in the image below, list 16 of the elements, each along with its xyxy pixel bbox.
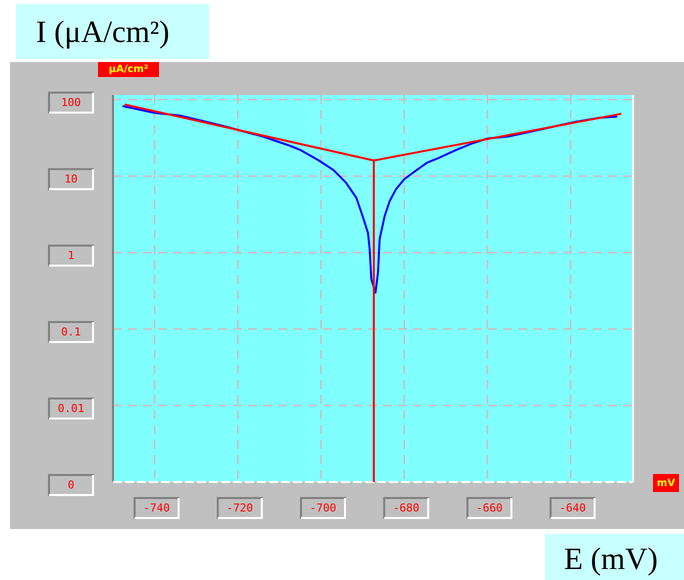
text: μA/cm² — [98, 62, 159, 77]
x-tick-label: -740 — [143, 502, 170, 514]
y-tick-label: 10 — [64, 172, 78, 186]
y-tick-label: 1 — [68, 249, 74, 262]
x-tick-label: -660 — [476, 502, 503, 514]
y-tick-label: 0.01 — [58, 402, 84, 416]
text: mV — [653, 474, 679, 492]
y-tick-label: 0 — [68, 478, 74, 492]
y-tick-label: 0.1 — [61, 326, 81, 339]
x-tick-label: -700 — [310, 502, 336, 514]
x-tick-label: -640 — [559, 502, 586, 514]
x-tick-label: -720 — [226, 502, 254, 514]
y-axis-title: I (μA/cm²) — [16, 4, 209, 59]
x-axis-title: E (mV) — [545, 534, 684, 580]
x-tick-label: -680 — [392, 502, 420, 514]
y-tick-label: 100 — [61, 96, 81, 110]
